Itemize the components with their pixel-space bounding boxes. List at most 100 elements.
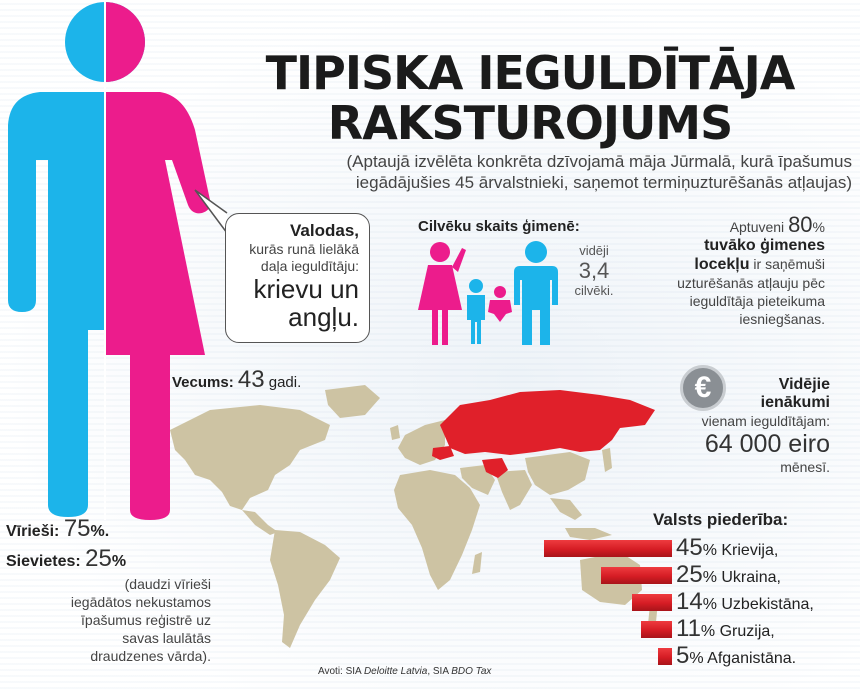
bar-label-krievija: 45% Krievija, [676,536,778,563]
women-value: 25 [85,545,112,572]
men-value: 75 [63,515,91,542]
map-japan [602,448,612,472]
map-middle-east [460,465,495,495]
bar-category: % Ukraina, [702,569,781,586]
bar-category: % Gruzija, [700,623,775,640]
subtitle-line-2: iegādājušies 45 ārvalstnieki, saņemot te… [355,173,852,192]
figure-body-man [8,92,105,517]
map-madagascar [472,552,482,574]
languages-line-1: kurās runā lielākā [249,241,359,257]
family-pre: vidēji [579,243,609,258]
map-india [495,470,532,510]
euro-symbol: € [694,371,712,404]
bar-value: 14 [676,588,703,615]
subtitle-line-1: (Aptaujā izvēlēta konkrēta dzīvojamā māj… [346,152,852,171]
source-note: Avoti: SIA Deloitte Latvia, SIA BDO Tax [318,666,491,677]
euro-icon: € [680,365,726,411]
bar-label-ukraina: 25% Ukraina, [676,563,781,590]
bar-value: 11 [676,615,701,642]
income-value: 64 000 eiro [704,430,830,458]
family-unit: cilvēki. [574,283,614,298]
world-map [170,385,658,648]
relatives-pre: Aptuveni [729,219,785,235]
subtitle: (Aptaujā izvēlēta konkrēta dzīvojamā māj… [200,151,852,193]
women-pct: % [111,553,127,570]
bar-category: % Krievija, [702,542,779,559]
bar-label-gruzija: 11% Gruzija, [676,617,775,644]
figure-body-woman [105,92,211,520]
relatives-bold-1: tuvāko ģimenes [704,237,825,254]
source-sep: , SIA [427,666,452,677]
relatives-rest: ir saņēmuši [749,256,825,272]
bar-value: 5 [676,642,690,669]
men-label: Vīrieši: [6,523,60,540]
languages-value-1: krievu un [253,274,360,304]
bar-afganistāna [658,648,672,665]
relatives-line-5: iesniegšanas. [739,311,825,327]
gender-note-1: (daudzi vīrieši [124,576,211,592]
gender-block: Vīrieši: 75%. Sievietes: 25% (daudzi vīr… [6,515,211,665]
relatives-percent: 80 [788,212,813,237]
men-pct: % [90,523,105,540]
age-value: 43 [237,366,265,393]
languages-heading: Valodas, [290,221,359,240]
family-icon [418,241,558,345]
family-value: 3,4 [578,258,610,283]
relatives-line-3: uzturēšanās atļauju pēc [677,275,825,291]
family-average: vidēji 3,4 cilvēki. [568,244,620,298]
relatives-pct-sign: % [812,219,825,235]
age-block: Vecums: 43 gadi. [172,366,301,394]
languages-bubble: Valodas, kurās runā lielākā daļa ieguldī… [225,213,370,343]
income-heading-1: Vidējie [778,376,830,393]
gender-note-4: savas laulātās [122,630,211,646]
map-russia-highlight [440,390,655,455]
bar-krievija [544,540,672,557]
map-se-asia [550,498,582,520]
map-uzbekistan-highlight [482,458,508,478]
languages-value-2: angļu. [288,302,359,332]
bar-label-afganistāna: 5% Afganistāna. [676,644,796,671]
men-period: . [104,523,110,540]
bubble-pointer [194,189,228,234]
women-label: Sievietes: [6,553,81,570]
figure-head-woman [105,2,145,82]
source-org-2: BDO Tax [451,666,492,677]
age-unit: gadi. [268,374,302,391]
map-east-asia [525,452,590,495]
bar-value: 25 [676,561,703,588]
source-prefix: Avoti: SIA [318,666,364,677]
map-north-america [170,405,330,510]
map-central-america [242,510,278,535]
map-ukraine-highlight [432,446,454,460]
relatives-block: Aptuveni 80% tuvāko ģimenes locekļu ir s… [630,214,825,328]
family-heading: Cilvēku skaits ģimenē: [418,218,580,235]
bar-uzbekistāna [632,594,672,611]
bar-gruzija [641,621,672,638]
bar-category: % Afganistāna. [689,650,797,667]
income-line-1: vienam ieguldītājam: [701,413,830,429]
map-greenland [325,385,380,418]
age-label: Vecums: [172,374,234,391]
map-south-america [270,530,340,648]
title-line-2: RAKSTUROJUMS [327,96,733,150]
bar-label-uzbekistāna: 14% Uzbekistāna, [676,590,814,617]
languages-line-2: daļa ieguldītāju: [260,258,359,274]
gender-note-3: īpašumus reģistrē uz [81,612,211,628]
bar-ukraina [601,567,672,584]
income-unit: mēnesī. [780,459,830,475]
bar-value: 45 [676,534,703,561]
map-uk [390,425,400,440]
gender-note-5: draudzenes vārda). [90,648,211,664]
source-org-1: Deloitte Latvia [363,666,428,677]
gender-note: (daudzi vīrieši iegādātos nekustamos īpa… [6,575,211,665]
income-heading-2: ienākumi [760,394,830,411]
gender-note-2: iegādātos nekustamos [70,594,211,610]
map-indonesia [565,528,612,540]
title-line-1: TIPISKA IEGULDĪTĀJA [265,46,796,100]
relatives-line-4: ieguldītāja pieteikuma [689,293,825,309]
gender-figure [8,0,211,520]
relatives-bold-2: locekļu [694,256,750,273]
bar-category: % Uzbekistāna, [702,596,814,613]
map-africa [394,470,480,590]
chart-title: Valsts piederība: [653,510,789,529]
